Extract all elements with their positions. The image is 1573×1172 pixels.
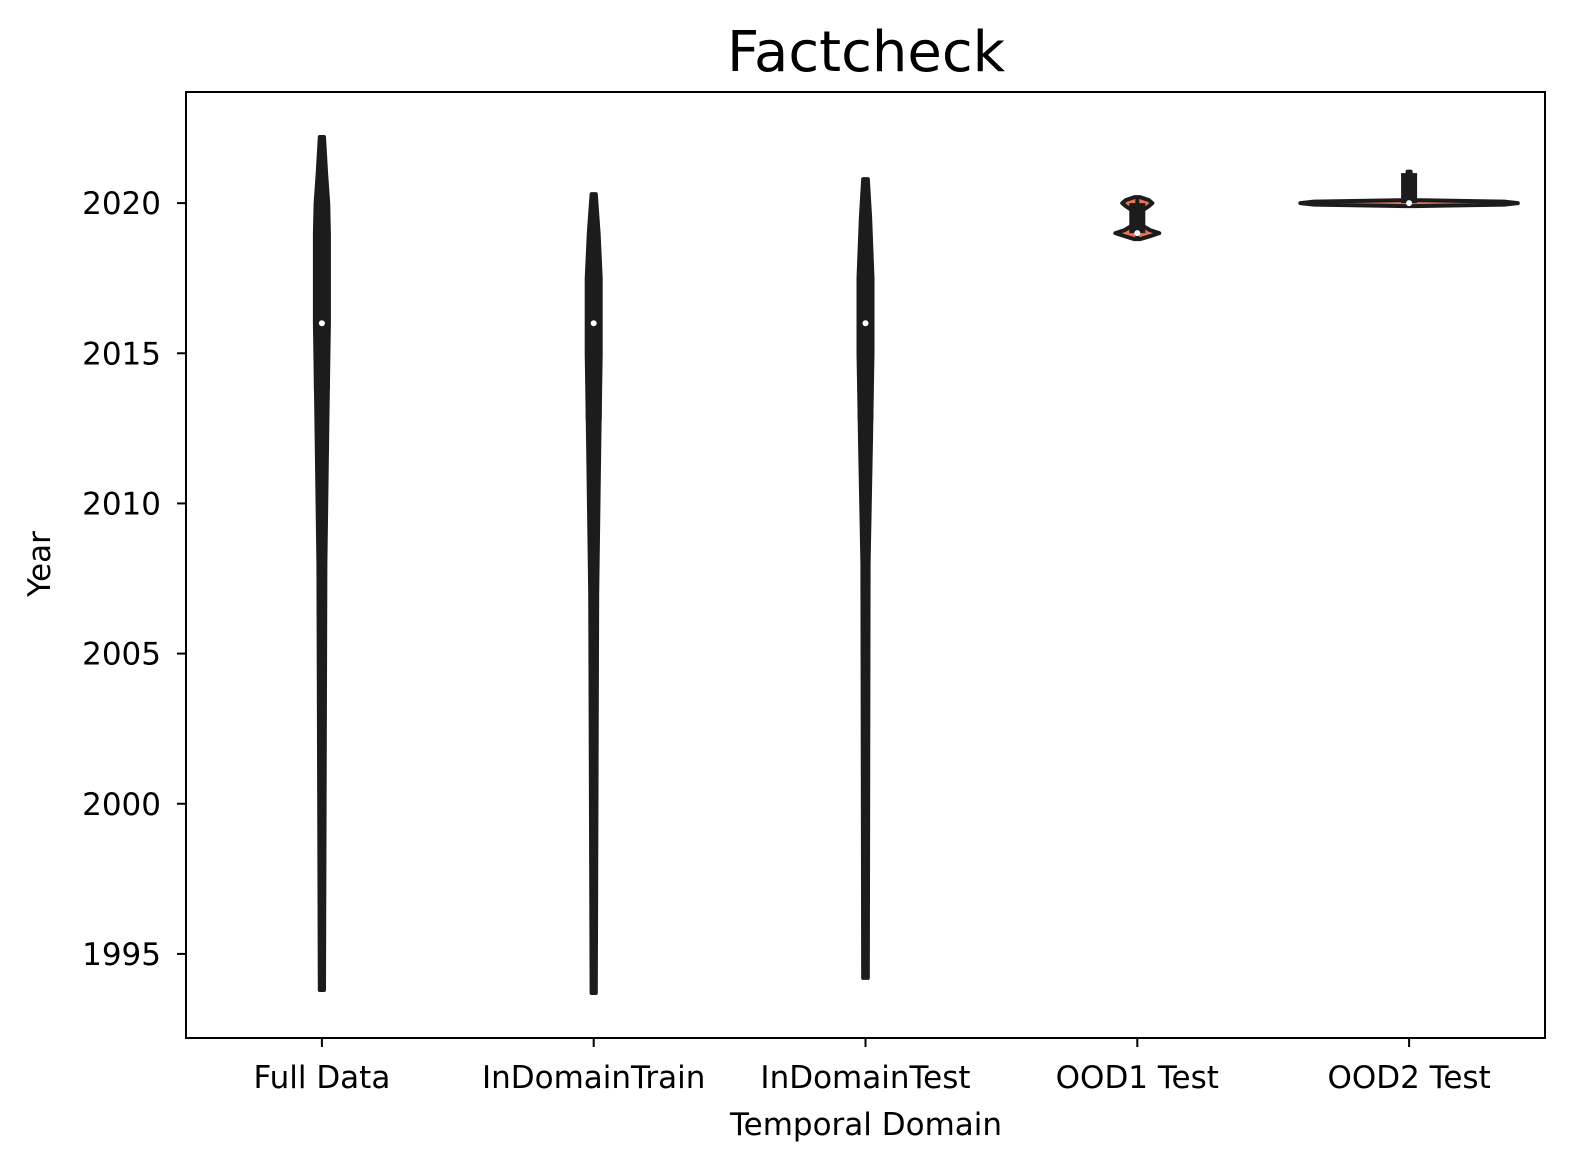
violin-median [862, 320, 869, 327]
violin-median [590, 320, 597, 327]
y-tick-label: 2010 [82, 486, 161, 522]
x-tick-label: OOD2 Test [1327, 1060, 1490, 1096]
y-tick-label: 2000 [82, 787, 161, 823]
tick-layer: 1995 2000 2005 2010 2015 2020 Full Data InDomai… [82, 186, 1491, 1096]
y-tick-label: 1995 [82, 937, 161, 973]
violin-layer [312, 135, 1520, 995]
violin-iqr-box [585, 287, 602, 420]
violin-median [318, 320, 325, 327]
violin-median [1134, 230, 1141, 237]
y-axis-label: Year [22, 531, 58, 598]
x-tick-label: InDomainTrain [482, 1060, 705, 1096]
violin-median [1406, 200, 1413, 207]
x-axis-label: Temporal Domain [729, 1107, 1002, 1143]
plot-frame [185, 91, 1546, 1039]
x-tick-label: OOD1 Test [1056, 1060, 1219, 1096]
chart-title: Factcheck [727, 20, 1006, 85]
violin-iqr-box [1401, 173, 1418, 204]
y-tick-label: 2005 [82, 637, 161, 673]
x-tick-label: InDomainTest [760, 1060, 970, 1096]
y-tick-label: 2020 [82, 186, 161, 222]
violin-iqr-box [857, 287, 874, 420]
violin-iqr-box [1129, 203, 1146, 234]
x-tick-label: Full Data [253, 1060, 390, 1096]
y-tick-label: 2015 [82, 336, 161, 372]
